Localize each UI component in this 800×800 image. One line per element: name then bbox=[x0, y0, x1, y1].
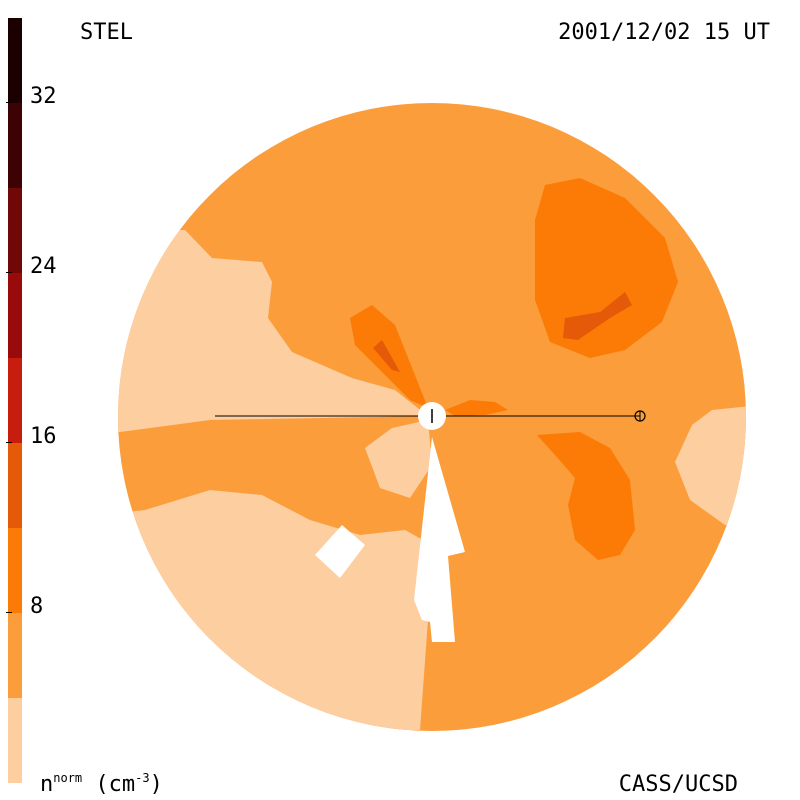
peak-near-sun-upper-left bbox=[373, 340, 400, 372]
colorbar-tick-mark bbox=[6, 272, 12, 273]
colorbar-level-2 bbox=[8, 528, 22, 613]
enhanced-upper-right bbox=[535, 178, 678, 358]
units-close: ) bbox=[149, 772, 163, 797]
density-disc bbox=[118, 103, 746, 731]
colorbar-tick-label: 16 bbox=[30, 424, 57, 449]
colorbar-tick-mark bbox=[6, 102, 12, 103]
units-open: (cm bbox=[82, 772, 136, 797]
credit-label: CASS/UCSD bbox=[618, 772, 738, 797]
colorbar-level-6 bbox=[8, 188, 22, 273]
background-region bbox=[118, 103, 746, 731]
enhanced-lower-right bbox=[537, 432, 635, 560]
data-gap-wedge bbox=[414, 437, 465, 642]
low-density-wedge bbox=[365, 420, 432, 498]
data-gap-block bbox=[315, 525, 365, 578]
units-superscript: norm bbox=[53, 771, 83, 785]
low-density-left-sector bbox=[118, 230, 428, 432]
enhanced-near-sun-right bbox=[445, 400, 508, 416]
colorbar-level-4 bbox=[8, 358, 22, 443]
station-label: STEL bbox=[80, 20, 133, 45]
colorbar-tick-label: 24 bbox=[30, 254, 57, 279]
colorbar-level-1 bbox=[8, 613, 22, 698]
peak-upper-right bbox=[563, 292, 632, 340]
colorbar-tick-mark bbox=[6, 442, 12, 443]
colorbar-level-7 bbox=[8, 103, 22, 188]
units-base: n bbox=[40, 772, 54, 797]
units-exponent: -3 bbox=[135, 771, 150, 785]
sun-icon bbox=[418, 402, 446, 430]
colorbar-level-0 bbox=[8, 698, 22, 783]
colorbar-tick-label: 32 bbox=[30, 84, 57, 109]
colorbar-level-5 bbox=[8, 273, 22, 358]
colorbar bbox=[8, 18, 22, 783]
colorbar-tick-mark bbox=[6, 612, 12, 613]
earth-icon bbox=[634, 410, 646, 422]
timestamp-label: 2001/12/02 15 UT bbox=[558, 20, 770, 45]
colorbar-level-3 bbox=[8, 443, 22, 528]
colorbar-units-label: nnorm (cm-3) bbox=[40, 772, 163, 796]
colorbar-level-8 bbox=[8, 18, 22, 103]
colorbar-tick-label: 8 bbox=[30, 594, 44, 619]
